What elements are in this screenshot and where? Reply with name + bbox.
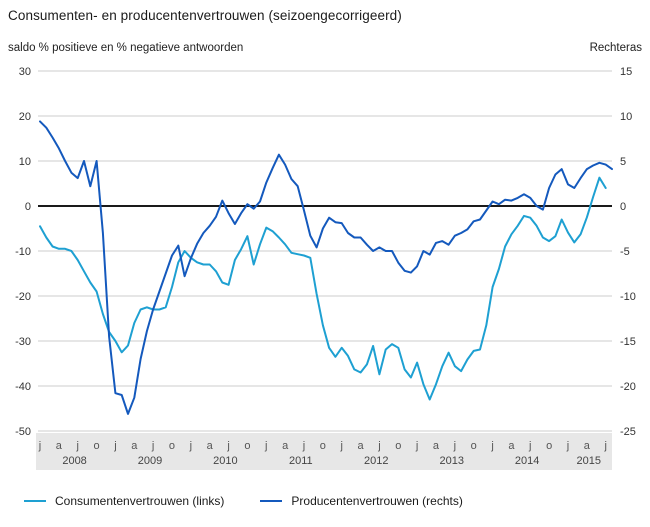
x-axis-year-label: 2015 [576, 455, 600, 467]
y-axis-right-tick: -25 [620, 426, 636, 438]
legend-item-producer: Producentenvertrouwen (rechts) [260, 494, 463, 508]
x-axis-year-label: 2011 [289, 455, 313, 467]
producer-confidence-line [39, 120, 613, 415]
x-axis-month-tick: a [508, 440, 515, 452]
y-axis-left-tick: 0 [25, 201, 31, 213]
subtitle-row: saldo % positieve en % negatieve antwoor… [8, 42, 642, 54]
x-axis-month-tick: j [603, 440, 606, 452]
y-axis-right-tick: 5 [620, 156, 626, 168]
x-axis-month-tick: a [358, 440, 365, 452]
y-axis-right-tick: -10 [620, 291, 636, 303]
legend-label-consumer: Consumentenvertrouwen (links) [55, 494, 225, 508]
producer-line-swatch [260, 500, 283, 502]
x-axis-year-label: 2010 [213, 455, 237, 467]
x-axis-month-tick: j [113, 440, 116, 452]
x-axis-band [36, 433, 612, 470]
x-axis-month-tick: a [131, 440, 138, 452]
confidence-line-chart: 3020100-10-20-30-40-50151050-5-10-15-20-… [15, 66, 636, 470]
y-axis-left-tick: 10 [19, 156, 31, 168]
x-axis-year-label: 2012 [364, 455, 388, 467]
x-axis-month-tick: a [282, 440, 289, 452]
x-axis-month-tick: j [453, 440, 456, 452]
x-axis-month-tick: j [151, 440, 154, 452]
x-axis-year-label: 2014 [515, 455, 539, 467]
y-axis-left-tick: -30 [15, 336, 31, 348]
x-axis-month-tick: j [528, 440, 531, 452]
x-axis-month-tick: j [189, 440, 192, 452]
x-axis-month-tick: o [395, 440, 401, 452]
y-axis-left-tick: -10 [15, 246, 31, 258]
x-axis-month-tick: j [566, 440, 569, 452]
x-axis-month-tick: j [339, 440, 342, 452]
x-axis-month-tick: a [433, 440, 440, 452]
x-axis-month-tick: a [584, 440, 591, 452]
chart-title: Consumenten- en producentenvertrouwen (s… [8, 8, 402, 23]
y-axis-left-tick: -20 [15, 291, 31, 303]
x-axis-month-tick: o [471, 440, 477, 452]
x-axis-month-tick: a [56, 440, 63, 452]
legend-label-producer: Producentenvertrouwen (rechts) [291, 494, 463, 508]
y-axis-right-label: Rechteras [589, 42, 642, 54]
x-axis-month-tick: j [377, 440, 380, 452]
y-axis-right-tick: -5 [620, 246, 630, 258]
y-axis-right-tick: -15 [620, 336, 636, 348]
x-axis-month-tick: a [207, 440, 214, 452]
consumer-confidence-line [39, 176, 607, 401]
x-axis-month-tick: j [264, 440, 267, 452]
y-axis-left-tick: -40 [15, 381, 31, 393]
x-axis-month-tick: j [415, 440, 418, 452]
x-axis-month-tick: j [490, 440, 493, 452]
x-axis-month-tick: j [38, 440, 41, 452]
y-axis-right-tick: -20 [620, 381, 636, 393]
legend-item-consumer: Consumentenvertrouwen (links) [24, 494, 224, 508]
consumer-line-swatch [24, 500, 46, 502]
chart-legend: Consumentenvertrouwen (links) Producente… [24, 494, 463, 508]
y-axis-right-tick: 0 [620, 201, 626, 213]
x-axis-year-label: 2009 [138, 455, 162, 467]
y-axis-left-label: saldo % positieve en % negatieve antwoor… [8, 42, 244, 54]
y-axis-left-tick: 20 [19, 111, 31, 123]
x-axis-year-label: 2008 [62, 455, 86, 467]
x-axis-year-label: 2013 [439, 455, 463, 467]
x-axis-month-tick: o [169, 440, 175, 452]
y-axis-left-tick: -50 [15, 426, 31, 438]
y-axis-right-tick: 15 [620, 66, 632, 78]
x-axis-month-tick: o [94, 440, 100, 452]
x-axis-month-tick: j [75, 440, 78, 452]
x-axis-month-tick: o [244, 440, 250, 452]
x-axis-month-tick: o [546, 440, 552, 452]
x-axis-month-tick: o [320, 440, 326, 452]
x-axis-month-tick: j [302, 440, 305, 452]
y-axis-right-tick: 10 [620, 111, 632, 123]
x-axis-month-tick: j [226, 440, 229, 452]
y-axis-left-tick: 30 [19, 66, 31, 78]
